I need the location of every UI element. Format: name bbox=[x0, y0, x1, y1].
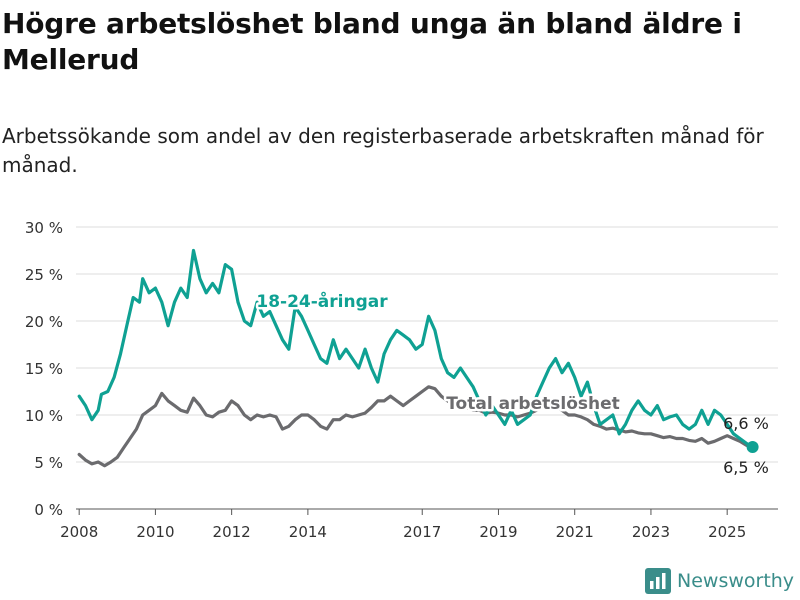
bar-chart-icon bbox=[645, 568, 671, 594]
end-value-label-total: 6,5 % bbox=[723, 458, 769, 477]
x-tick-label: 2021 bbox=[556, 523, 594, 541]
y-tick-label: 0 % bbox=[34, 501, 63, 519]
chart-subtitle: Arbetssökande som andel av den registerb… bbox=[2, 124, 764, 177]
series-label-total-halo: Total arbetslöshet bbox=[446, 394, 620, 414]
chart-title: Högre arbetslöshet bland unga än bland ä… bbox=[2, 7, 742, 76]
x-tick-label: 2010 bbox=[136, 523, 174, 541]
series-label-18-24-halo: 18-24-åringar bbox=[256, 290, 388, 312]
series-label-total: Total arbetslöshet bbox=[446, 394, 620, 414]
brand-name: Newsworthy bbox=[677, 570, 795, 592]
x-tick-label: 2023 bbox=[632, 523, 670, 541]
endpoint-18-24 bbox=[746, 440, 759, 453]
y-tick-label: 20 % bbox=[25, 313, 63, 331]
x-tick-label: 2008 bbox=[60, 523, 98, 541]
brand-logo: Newsworthy bbox=[645, 568, 794, 594]
series-line-total bbox=[77, 385, 755, 468]
y-tick-label: 30 % bbox=[25, 219, 63, 237]
series-line-18-24 bbox=[77, 248, 755, 449]
x-tick-label: 2014 bbox=[289, 523, 327, 541]
x-tick-label: 2012 bbox=[213, 523, 251, 541]
y-tick-label: 15 % bbox=[25, 360, 63, 378]
y-tick-label: 10 % bbox=[25, 407, 63, 425]
x-tick-label: 2019 bbox=[479, 523, 517, 541]
y-tick-label: 25 % bbox=[25, 266, 63, 284]
x-tick-label: 2017 bbox=[403, 523, 441, 541]
y-tick-label: 5 % bbox=[34, 454, 63, 472]
x-tick-label: 2025 bbox=[708, 523, 746, 541]
end-value-label-18-24: 6,6 % bbox=[723, 414, 769, 433]
series-label-18-24: 18-24-åringar bbox=[256, 290, 388, 312]
